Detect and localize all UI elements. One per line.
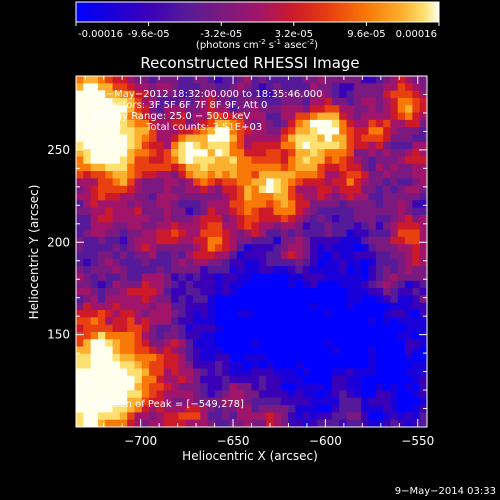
footer-date: 9−May−2014 03:33: [395, 486, 496, 497]
annotation-energy-range: Energy Range: 25.0 − 50.0 keV: [93, 111, 250, 122]
annotation-time-range: 23−May−2012 18:32:00.000 to 18:35:46.000: [93, 89, 323, 100]
annotation-total-counts: Total counts: 3.51E+03: [145, 122, 262, 133]
rhessi-image: [76, 76, 427, 427]
plot-title: Reconstructed RHESSI Image: [140, 54, 359, 72]
annotation-peak-position: Position of Peak = [−549,278]: [93, 399, 244, 410]
image-pixels: [76, 76, 427, 427]
x-tick-label: −700: [124, 434, 157, 448]
colorbar-tick-label: -3.2e-05: [200, 29, 242, 40]
colorbar-tick-label: -0.00016: [78, 29, 123, 40]
colorbar-unit-label: (photons cm-2 s-1 asec-2): [196, 38, 318, 51]
colorbar-gradient: [75, 1, 440, 23]
x-axis-label: Heliocentric X (arcsec): [182, 449, 318, 463]
colorbar-tick-label: 0.00016: [396, 29, 437, 40]
colorbar-tick-label: -9.6e-05: [128, 29, 170, 40]
x-tick-label: −550: [401, 434, 434, 448]
x-tick-label: −650: [217, 434, 250, 448]
y-tick-label: 250: [47, 143, 70, 157]
y-tick-label: 200: [47, 235, 70, 249]
annotation-detectors: Detectors: 3F 5F 6F 7F 8F 9F, Att 0: [93, 100, 267, 111]
colorbar-tick-label: 9.6e-05: [347, 29, 385, 40]
annotation-clean: Clean: [93, 122, 121, 133]
plot-axes: −700 −650 −600 −550 150 200 250: [47, 75, 434, 448]
y-axis-label: Heliocentric Y (arcsec): [27, 185, 41, 320]
x-tick-label: −600: [309, 434, 342, 448]
image-annotations: 23−May−2012 18:32:00.000 to 18:35:46.000…: [93, 89, 323, 410]
y-tick-label: 150: [47, 328, 70, 342]
colorbar-ticks: -0.00016 -9.6e-05 -3.2e-05 3.2e-05 9.6e-05 0.…: [75, 22, 440, 40]
colorbar-tick-label: 3.2e-05: [275, 29, 313, 40]
colorbar: -0.00016 -9.6e-05 -3.2e-05 3.2e-05 9.6e-05 0.…: [75, 1, 440, 51]
